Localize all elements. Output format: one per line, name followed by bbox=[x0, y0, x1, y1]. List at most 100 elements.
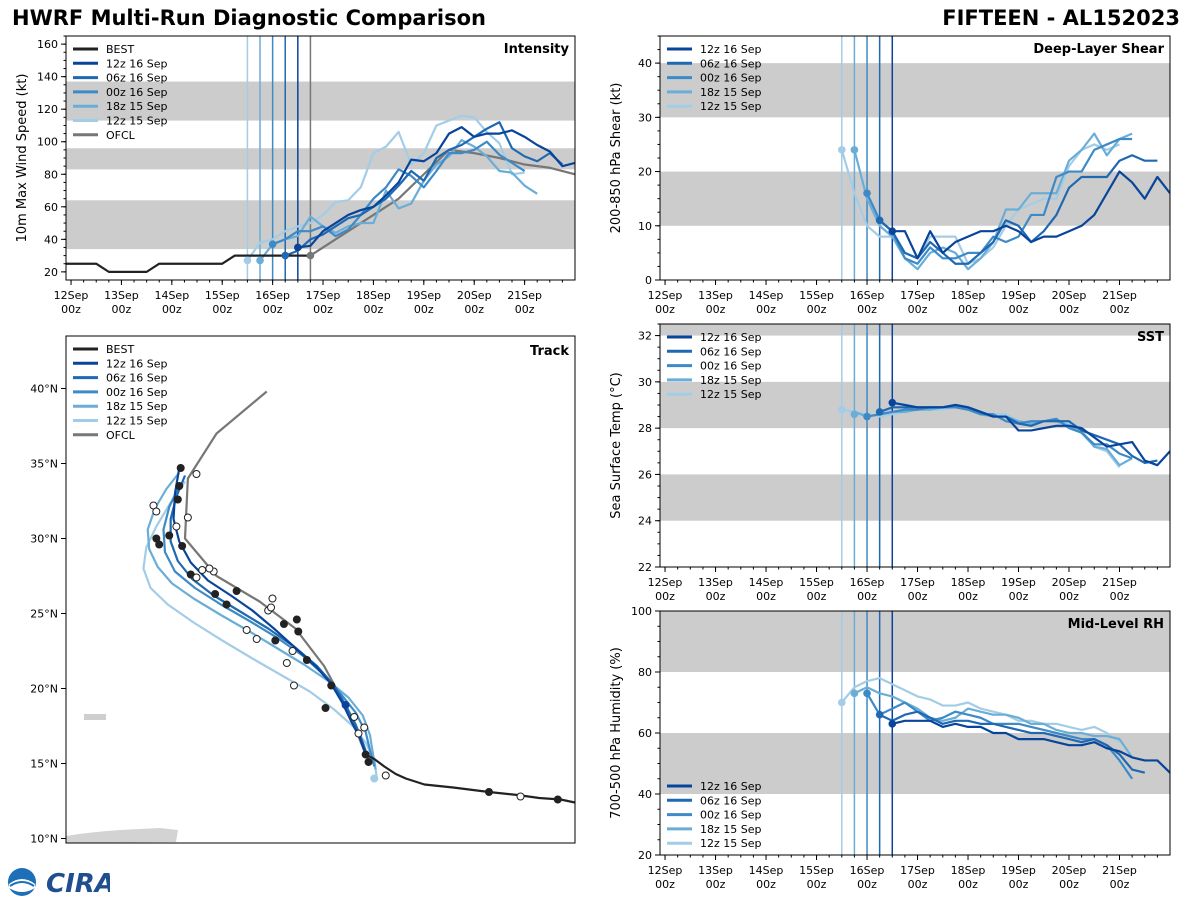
y-tick-label: 160 bbox=[37, 38, 58, 51]
track-r00z16 bbox=[162, 485, 376, 767]
x-tick-label: 00z bbox=[1009, 878, 1029, 891]
track-position-dot bbox=[178, 542, 187, 550]
sst-init-marker bbox=[888, 398, 897, 407]
x-tick-label: 00z bbox=[263, 303, 283, 316]
legend-label: 18z 15 Sep bbox=[700, 823, 762, 836]
track-position-dot bbox=[288, 647, 297, 655]
intensity-plot-area bbox=[66, 36, 575, 280]
track-position-dot bbox=[484, 788, 493, 796]
x-tick-label: 12Sep bbox=[54, 289, 89, 302]
track-position-dot bbox=[232, 587, 241, 595]
legend-label: 18z 15 Sep bbox=[106, 100, 168, 113]
track-position-dot bbox=[289, 681, 298, 690]
x-tick-label: 16Sep bbox=[850, 289, 885, 302]
x-tick-label: 21Sep bbox=[1102, 864, 1137, 877]
x-tick-label: 00z bbox=[61, 303, 81, 316]
x-tick-label: 12Sep bbox=[648, 289, 683, 302]
shear-panel-title: Deep-Layer Shear bbox=[1033, 42, 1164, 57]
track-position-dot bbox=[282, 659, 291, 667]
x-tick-label: 20Sep bbox=[1052, 864, 1087, 877]
y-tick-label: 22 bbox=[638, 561, 652, 574]
rh-y-label: 700-500 hPa Humidity (%) bbox=[609, 647, 624, 819]
track-position-dot bbox=[152, 507, 161, 516]
x-tick-label: 00z bbox=[162, 303, 182, 316]
rh-series-r06z16 bbox=[879, 710, 1146, 774]
rh-init-marker bbox=[837, 698, 846, 707]
track-position-dot bbox=[364, 758, 373, 766]
track-position-dot bbox=[211, 590, 220, 598]
legend-label: OFCL bbox=[106, 129, 136, 142]
track-best bbox=[365, 753, 575, 804]
x-tick-label: 00z bbox=[756, 590, 776, 603]
rh-series-r12z16 bbox=[892, 719, 1170, 774]
x-tick-label: 00z bbox=[857, 303, 877, 316]
rh-init-marker bbox=[863, 689, 871, 698]
x-tick-label: 00z bbox=[655, 590, 675, 603]
legend-label: 00z 16 Sep bbox=[700, 360, 762, 373]
x-tick-label: 00z bbox=[908, 303, 928, 316]
rh-panel-title: Mid-Level RH bbox=[1068, 617, 1164, 632]
y-tick-label: 40 bbox=[638, 788, 652, 801]
x-tick-label: 00z bbox=[958, 303, 978, 316]
lat-tick-label: 15°N bbox=[30, 758, 58, 771]
track-position-dot bbox=[370, 774, 379, 783]
track-position-dot bbox=[294, 627, 303, 636]
x-tick-label: 00z bbox=[1059, 303, 1079, 316]
legend-label: 00z 16 Sep bbox=[106, 86, 168, 99]
x-tick-label: 15Sep bbox=[205, 289, 240, 302]
track-position-dot bbox=[381, 771, 390, 780]
y-tick-label: 100 bbox=[631, 605, 652, 618]
rh-series-r12z15 bbox=[840, 676, 1121, 744]
intensity-series-r06z16 bbox=[284, 121, 564, 257]
shear-series-r00z16 bbox=[866, 137, 1133, 265]
track-panel-title: Track bbox=[530, 344, 569, 359]
storm-id-title: FIFTEEN - AL152023 bbox=[942, 6, 1180, 30]
track-position-dot bbox=[361, 750, 370, 759]
legend-label: 12z 15 Sep bbox=[700, 388, 762, 401]
intensity-init-marker bbox=[294, 243, 302, 252]
track-position-dot bbox=[183, 513, 192, 522]
shear-init-marker bbox=[837, 146, 846, 154]
y-tick-label: 32 bbox=[638, 330, 652, 343]
rh-init-marker bbox=[875, 710, 884, 719]
intensity-init-marker bbox=[243, 256, 252, 265]
lat-tick-label: 25°N bbox=[30, 608, 58, 621]
panel-rh: 2040608010012Sep00z13Sep00z14Sep00z15Sep… bbox=[609, 605, 1171, 891]
shear-init-marker bbox=[863, 189, 871, 198]
shear-band bbox=[660, 63, 1170, 118]
sst-band bbox=[660, 381, 1170, 429]
x-tick-label: 20Sep bbox=[1052, 576, 1087, 589]
intensity-series-r12z15 bbox=[246, 114, 525, 262]
legend-label: 12z 16 Sep bbox=[700, 331, 762, 344]
legend-label: 00z 16 Sep bbox=[700, 809, 762, 822]
track-map-area bbox=[66, 390, 575, 843]
cira-logo: CIRA bbox=[6, 866, 110, 898]
track-position-dot bbox=[192, 470, 201, 478]
x-tick-label: 14Sep bbox=[749, 576, 784, 589]
x-tick-label: 21Sep bbox=[1102, 576, 1137, 589]
panel-track: 10°N15°N20°N25°N30°N35°N40°NTrackBEST12z… bbox=[30, 335, 576, 846]
track-position-dot bbox=[292, 615, 301, 624]
x-tick-label: 00z bbox=[515, 303, 535, 316]
cira-logo-text: CIRA bbox=[46, 869, 110, 898]
x-tick-label: 19Sep bbox=[1001, 289, 1036, 302]
track-r06z16 bbox=[169, 475, 370, 760]
lat-tick-label: 20°N bbox=[30, 683, 58, 696]
track-position-dot bbox=[279, 620, 288, 628]
legend-label: 00z 16 Sep bbox=[700, 72, 762, 85]
legend-label: 18z 15 Sep bbox=[106, 400, 168, 413]
x-tick-label: 00z bbox=[756, 878, 776, 891]
rh-y-axis: 20 40 60 80 100 bbox=[631, 605, 660, 862]
x-tick-label: 00z bbox=[112, 303, 132, 316]
x-tick-label: 18Sep bbox=[951, 289, 986, 302]
lat-tick-label: 40°N bbox=[30, 383, 58, 396]
intensity-band bbox=[66, 81, 575, 121]
legend-label: 12z 15 Sep bbox=[700, 100, 762, 113]
x-tick-label: 14Sep bbox=[154, 289, 189, 302]
track-position-dot bbox=[222, 600, 231, 609]
sst-frame bbox=[659, 323, 1171, 568]
x-tick-label: 17Sep bbox=[900, 864, 935, 877]
shear-plot-area bbox=[660, 36, 1170, 280]
x-tick-label: 13Sep bbox=[698, 864, 733, 877]
